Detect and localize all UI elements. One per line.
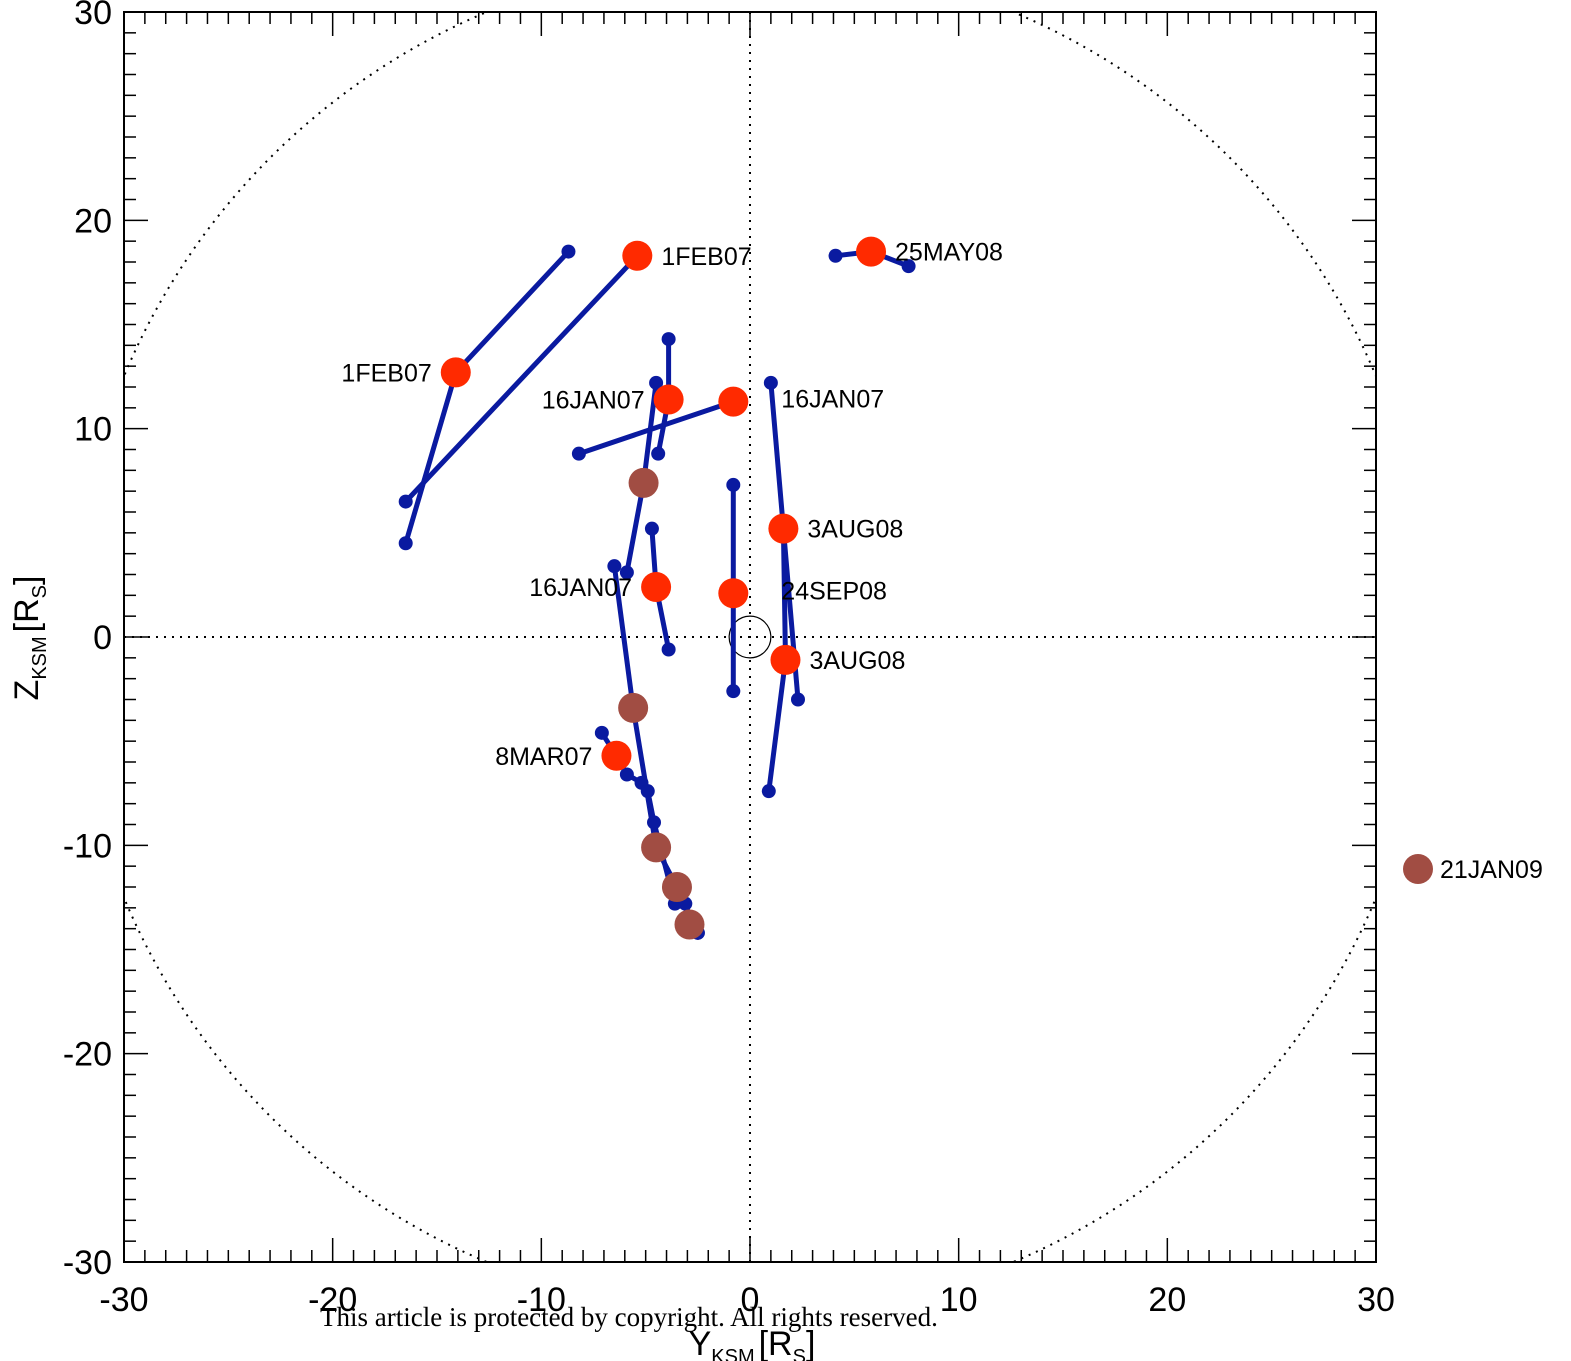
event-label-3: 16JAN07	[542, 387, 645, 415]
track-point-9-0	[607, 559, 622, 574]
event-marker-12	[641, 832, 672, 863]
event-marker-9	[770, 644, 801, 675]
event-labels: 1FEB07 25MAY08 1FEB07 16JAN07 16JAN07 3AUG08 1…	[341, 239, 1542, 884]
event-marker-3	[653, 384, 684, 415]
event-marker-7	[641, 572, 672, 602]
event-label-8: 24SEP08	[781, 577, 887, 605]
event-marker-5	[628, 467, 659, 498]
y-tick-label: 30	[74, 0, 112, 32]
y-tick-label: 10	[74, 411, 112, 449]
track-point-6-0	[726, 477, 741, 492]
track-point-3-2	[619, 565, 634, 580]
x-tick-label: -10	[517, 1281, 566, 1319]
event-label-9: 3AUG08	[809, 647, 905, 675]
event-marker-11	[601, 740, 632, 771]
track-line-4	[576, 399, 736, 457]
track-point-4-0	[571, 446, 586, 461]
y-axis-title: ZKSM [RS]	[8, 576, 51, 701]
event-label-0: 1FEB07	[661, 243, 751, 271]
x-axis-title-unit-subscript: S	[793, 1346, 806, 1361]
track-point-10-5	[647, 815, 662, 830]
track-point-10-4	[640, 784, 655, 799]
event-label-6: 3AUG08	[807, 516, 903, 544]
axis-ticks	[123, 11, 1377, 1263]
x-tick-label: 30	[1357, 1281, 1395, 1319]
track-point-0-2	[398, 536, 413, 551]
track-point-10-0	[594, 725, 609, 740]
y-tick-label: 20	[74, 202, 112, 240]
track-point-5-0	[644, 521, 659, 536]
y-axis-title-unit-subscript: S	[29, 585, 51, 598]
y-tick-label: -10	[63, 827, 112, 865]
event-label-4: 16JAN07	[781, 386, 884, 414]
event-marker-0	[622, 240, 653, 271]
x-tick-label: -30	[99, 1281, 148, 1319]
x-tick-label: -20	[308, 1281, 357, 1319]
track-point-3-0	[649, 375, 664, 390]
y-tick-label: 0	[93, 619, 112, 657]
x-axis-title: YKSM [RS]	[689, 1325, 816, 1361]
track-point-10-2	[619, 767, 634, 782]
x-axis-title-unit: [R	[759, 1325, 793, 1361]
track-point-2-0	[661, 332, 676, 347]
y-axis-title-subscript: KSM	[29, 636, 51, 679]
track-line-1	[403, 253, 640, 505]
event-label-11: 8MAR07	[495, 743, 592, 771]
event-marker-2	[440, 357, 471, 388]
y-axis-title-unit-close: ]	[8, 576, 46, 585]
event-marker-13	[661, 872, 692, 902]
outside-event-label: 21JAN09	[1440, 856, 1543, 884]
x-axis-title-subscript: KSM	[711, 1346, 754, 1361]
event-marker-14	[674, 909, 705, 940]
track-point-11-0	[828, 248, 843, 263]
track-point-6-2	[726, 684, 741, 699]
track-point-7-2	[790, 692, 805, 707]
x-axis-title-main: Y	[689, 1325, 712, 1361]
track-point-7-0	[763, 375, 778, 390]
x-tick-label: 0	[741, 1281, 760, 1319]
track-point-1-1	[398, 494, 413, 509]
event-marker-10	[618, 692, 649, 723]
y-tick-label: -30	[63, 1244, 112, 1282]
event-label-1: 25MAY08	[895, 239, 1003, 267]
track-point-5-2	[661, 642, 676, 657]
event-marker-1	[856, 236, 887, 267]
outside-event-marker	[1403, 854, 1433, 884]
x-tick-label: 20	[1148, 1281, 1186, 1319]
event-label-7: 16JAN07	[529, 574, 632, 602]
y-axis-title-main: Z	[8, 680, 46, 701]
copyright-footer: This article is protected by copyright. …	[320, 1302, 938, 1332]
track-point-2-2	[651, 446, 666, 461]
y-axis-title-unit: [R	[8, 598, 46, 632]
event-label-2: 1FEB07	[341, 359, 431, 387]
track-point-11-2	[901, 259, 916, 274]
event-markers	[440, 236, 1433, 940]
saturn-circle	[728, 615, 772, 659]
track-point-8-2	[761, 784, 776, 799]
x-axis-title-unit-close: ]	[806, 1325, 815, 1361]
y-tick-label: -20	[63, 1036, 112, 1074]
track-point-0-0	[561, 244, 576, 259]
reference-lines	[124, 12, 1376, 1262]
event-marker-4	[718, 386, 749, 417]
event-marker-6	[768, 513, 799, 544]
x-tick-label: 10	[940, 1281, 978, 1319]
tick-labels: -30 -20 -10 0 10 20 30 -30 -20 -10 0 10 20 30	[63, 0, 1395, 1319]
event-marker-8	[718, 578, 749, 609]
